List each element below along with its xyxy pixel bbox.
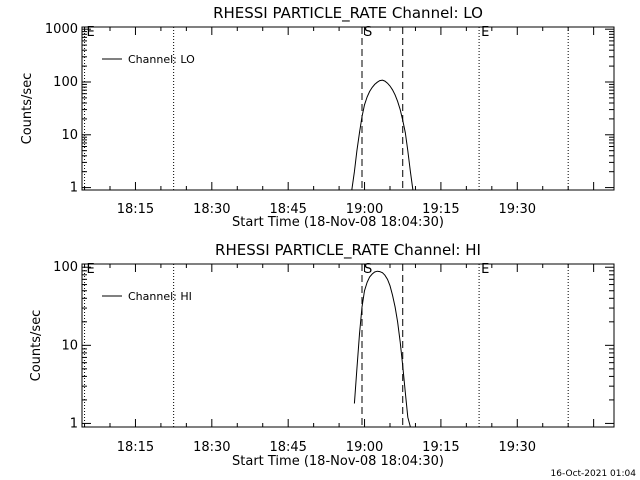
x-tick-label: 18:30 (193, 440, 230, 455)
plot-frame (81, 26, 615, 191)
y-tick-label: 10 (61, 128, 78, 143)
x-tick-label: 19:15 (422, 440, 459, 455)
x-tick-label: 18:15 (117, 202, 154, 217)
y-tick-label: 1 (70, 416, 78, 431)
series-line-0 (351, 79, 414, 191)
x-tick-label: 18:45 (269, 202, 306, 217)
x-tick-label: 18:45 (269, 440, 306, 455)
x-tick-label: 18:15 (117, 440, 154, 455)
time-marker-label: S (364, 25, 372, 40)
plot-timestamp: 16-Oct-2021 01:04 (551, 469, 637, 479)
x-tick-label: 19:30 (499, 440, 536, 455)
y-tick-label: 100 (53, 75, 78, 90)
legend-label: Channel: LO (128, 53, 195, 66)
time-marker-label: E (87, 262, 95, 277)
y-tick-label: 1000 (45, 22, 78, 37)
y-tick-label: 10 (61, 338, 78, 353)
chart-title: RHESSI PARTICLE_RATE Channel: HI (215, 241, 481, 260)
y-tick-label: 100 (53, 260, 78, 275)
x-tick-label: 19:15 (422, 202, 459, 217)
x-tick-label: 19:00 (346, 202, 383, 217)
time-marker-label: E (481, 25, 489, 40)
x-axis-label: Start Time (18-Nov-08 18:04:30) (232, 454, 444, 469)
x-tick-label: 19:00 (346, 440, 383, 455)
chart-panel-0: RHESSI PARTICLE_RATE Channel: LO 1 10 100 10… (20, 4, 615, 230)
series-line-0 (353, 270, 411, 428)
chart-panel-1: RHESSI PARTICLE_RATE Channel: HI 1 10 100 18… (29, 241, 615, 469)
time-marker-label: E (481, 262, 489, 277)
y-tick-label: 1 (70, 181, 78, 196)
time-marker-label: E (87, 25, 95, 40)
time-marker-label: S (364, 262, 372, 277)
chart-title: RHESSI PARTICLE_RATE Channel: LO (213, 4, 483, 23)
x-tick-label: 19:30 (499, 202, 536, 217)
plot-frame (81, 263, 615, 428)
y-axis-label: Counts/sec (29, 310, 44, 382)
legend-label: Channel: HI (128, 290, 192, 303)
y-axis-label: Counts/sec (20, 73, 35, 145)
x-tick-label: 18:30 (193, 202, 230, 217)
x-axis-label: Start Time (18-Nov-08 18:04:30) (232, 215, 444, 230)
